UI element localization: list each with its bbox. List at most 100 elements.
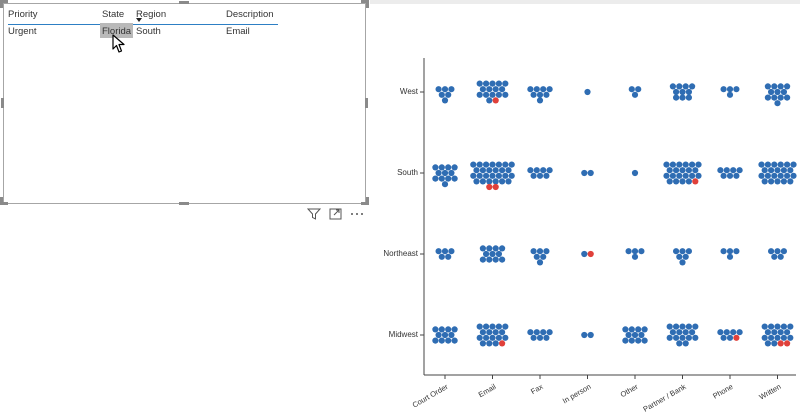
data-point[interactable]: [761, 178, 768, 185]
data-point[interactable]: [723, 167, 730, 174]
data-point[interactable]: [451, 175, 458, 182]
data-point[interactable]: [543, 248, 550, 255]
data-point[interactable]: [492, 329, 499, 336]
data-point[interactable]: [787, 323, 794, 330]
data-point[interactable]: [473, 167, 480, 174]
data-point[interactable]: [489, 250, 496, 258]
data-point[interactable]: [483, 91, 490, 98]
column-header-state[interactable]: State: [102, 9, 125, 20]
data-point[interactable]: [476, 91, 483, 98]
data-point[interactable]: [479, 178, 486, 185]
data-point[interactable]: [771, 161, 778, 168]
column-header-description[interactable]: Description: [226, 9, 274, 20]
data-point[interactable]: [502, 91, 509, 98]
data-point[interactable]: [476, 334, 483, 341]
data-point[interactable]: [689, 172, 696, 179]
data-point[interactable]: [483, 250, 490, 258]
data-point[interactable]: [685, 94, 692, 101]
data-point[interactable]: [641, 337, 648, 344]
data-point[interactable]: [673, 88, 680, 96]
data-point[interactable]: [673, 248, 680, 255]
cell-priority[interactable]: Urgent: [8, 26, 37, 37]
data-point[interactable]: [495, 80, 502, 87]
data-point[interactable]: [492, 178, 499, 185]
data-point[interactable]: [441, 181, 449, 188]
data-point[interactable]: [546, 329, 553, 336]
data-point[interactable]: [445, 253, 452, 260]
resize-handle-bottom-right[interactable]: [361, 202, 369, 205]
data-point[interactable]: [479, 86, 486, 93]
data-point[interactable]: [483, 161, 490, 168]
data-point[interactable]: [771, 83, 778, 90]
data-point[interactable]: [679, 88, 686, 96]
data-point[interactable]: [435, 86, 442, 93]
data-point[interactable]: [695, 161, 702, 168]
data-point[interactable]: [441, 169, 449, 177]
data-point[interactable]: [470, 161, 477, 168]
data-point[interactable]: [492, 86, 499, 93]
data-point[interactable]: [784, 94, 791, 101]
data-point[interactable]: [530, 91, 537, 98]
data-point[interactable]: [489, 161, 496, 168]
resize-handle-top-left[interactable]: [0, 0, 8, 3]
data-point[interactable]: [530, 334, 537, 341]
data-point[interactable]: [543, 172, 550, 179]
data-point[interactable]: [679, 334, 686, 341]
data-point[interactable]: [676, 83, 683, 90]
data-point[interactable]: [540, 253, 547, 260]
data-point[interactable]: [445, 326, 452, 333]
data-point[interactable]: [761, 167, 768, 174]
data-point[interactable]: [536, 91, 544, 98]
data-point[interactable]: [679, 323, 686, 330]
data-point[interactable]: [473, 178, 480, 185]
data-point[interactable]: [502, 172, 509, 179]
data-point[interactable]: [673, 323, 680, 330]
data-point[interactable]: [438, 326, 445, 333]
data-point[interactable]: [489, 323, 496, 330]
data-point[interactable]: [771, 329, 778, 336]
data-point[interactable]: [679, 259, 686, 266]
data-point[interactable]: [495, 250, 502, 258]
data-point[interactable]: [483, 334, 490, 341]
data-point[interactable]: [784, 161, 791, 168]
resize-handle-bottom-right-v[interactable]: [366, 197, 369, 205]
data-point[interactable]: [764, 161, 771, 168]
resize-handle-right[interactable]: [365, 98, 368, 108]
data-point[interactable]: [777, 83, 784, 90]
data-point[interactable]: [682, 83, 689, 90]
data-point[interactable]: [438, 337, 445, 344]
data-point[interactable]: [625, 331, 632, 339]
data-point[interactable]: [780, 167, 787, 174]
column-header-priority[interactable]: Priority: [8, 9, 38, 20]
data-point[interactable]: [777, 329, 784, 336]
data-point[interactable]: [774, 167, 781, 174]
data-point[interactable]: [486, 183, 493, 191]
data-point[interactable]: [451, 326, 458, 333]
data-point[interactable]: [784, 172, 791, 179]
data-point[interactable]: [635, 326, 642, 333]
data-point[interactable]: [479, 256, 486, 263]
data-point[interactable]: [489, 91, 496, 98]
cell-state[interactable]: Florida: [102, 26, 132, 37]
data-point[interactable]: [438, 91, 445, 98]
data-point[interactable]: [533, 329, 540, 336]
data-point[interactable]: [489, 80, 496, 87]
data-point[interactable]: [638, 331, 645, 339]
data-point[interactable]: [761, 334, 768, 341]
data-point[interactable]: [780, 88, 787, 96]
data-point[interactable]: [483, 172, 490, 179]
data-point[interactable]: [495, 323, 502, 330]
data-point[interactable]: [587, 250, 594, 258]
data-point[interactable]: [499, 167, 506, 174]
data-point[interactable]: [733, 86, 740, 93]
data-point[interactable]: [764, 83, 771, 90]
data-point[interactable]: [635, 86, 642, 93]
data-point[interactable]: [717, 329, 724, 336]
data-point[interactable]: [540, 167, 547, 174]
data-point[interactable]: [625, 248, 632, 255]
data-point[interactable]: [527, 167, 534, 174]
data-point[interactable]: [666, 323, 673, 330]
data-point[interactable]: [628, 86, 635, 93]
data-point[interactable]: [780, 178, 787, 185]
data-point[interactable]: [768, 323, 775, 330]
